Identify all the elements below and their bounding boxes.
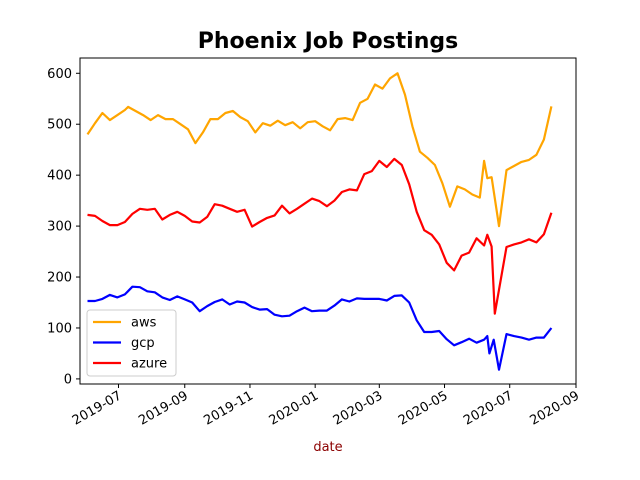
y-tick-label: 600 (47, 67, 72, 82)
series-line-azure (87, 157, 553, 315)
legend: aws gcp azure (86, 309, 177, 377)
legend-box (86, 309, 177, 377)
y-tick-label: 0 (64, 372, 72, 387)
plot-area (79, 57, 577, 385)
legend-label-aws: aws (131, 316, 157, 331)
chart-title: Phoenix Job Postings (198, 29, 458, 54)
series-lines (86, 72, 553, 371)
y-axis: 0 100 200 300 400 500 600 (47, 67, 80, 387)
y-tick-label: 300 (47, 220, 72, 235)
legend-label-azure: azure (131, 357, 167, 372)
y-tick-label: 200 (47, 271, 72, 286)
series-line-aws (86, 72, 553, 228)
legend-label-gcp: gcp (131, 336, 155, 351)
y-tick-label: 100 (47, 321, 72, 336)
y-tick-label: 400 (47, 169, 72, 184)
y-tick-label: 500 (47, 118, 72, 133)
plot-frame (79, 57, 577, 385)
series-line-gcp (87, 285, 553, 371)
x-axis-label: date (313, 440, 342, 455)
